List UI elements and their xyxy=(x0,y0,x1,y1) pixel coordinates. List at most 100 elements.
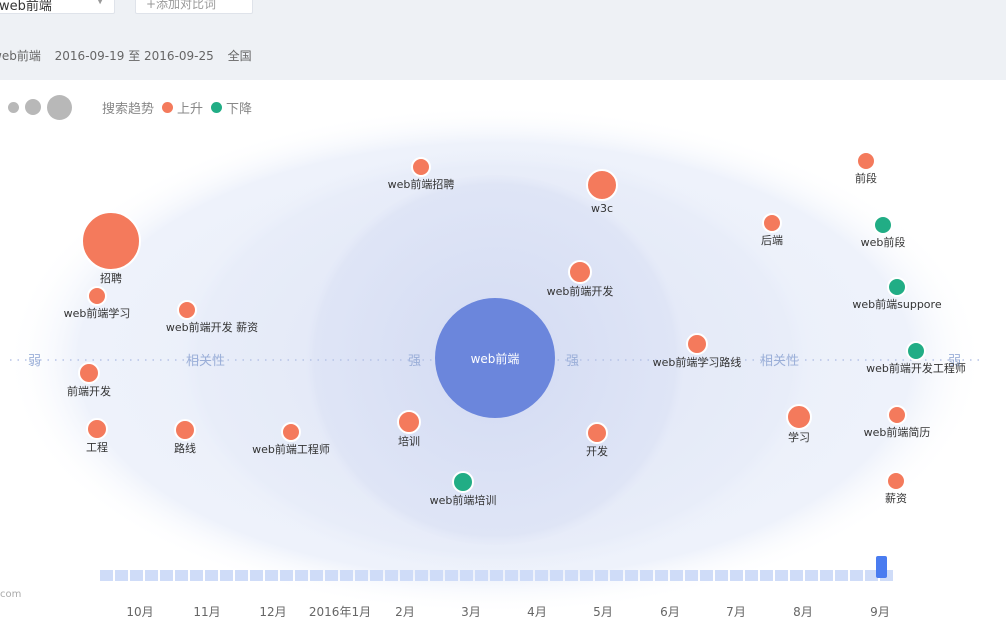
timeline-week[interactable] xyxy=(760,570,774,581)
timeline-week[interactable] xyxy=(655,570,669,581)
timeline-week[interactable] xyxy=(235,570,249,581)
timeline-week[interactable] xyxy=(280,570,294,581)
keyword-tab[interactable]: web前端 ▼ xyxy=(0,0,115,14)
keyword-bubble[interactable] xyxy=(281,422,301,442)
timeline-week[interactable] xyxy=(160,570,174,581)
keyword-node[interactable]: w3c xyxy=(586,169,618,215)
keyword-bubble[interactable] xyxy=(78,362,100,384)
timeline-week[interactable] xyxy=(400,570,414,581)
keyword-bubble[interactable] xyxy=(856,151,876,171)
timeline-week[interactable] xyxy=(700,570,714,581)
keyword-node[interactable]: 前端开发 xyxy=(67,362,111,398)
keyword-node[interactable]: 工程 xyxy=(86,418,108,454)
keyword-node[interactable]: 招聘 xyxy=(81,211,141,285)
keyword-bubble[interactable] xyxy=(786,404,812,430)
keyword-node[interactable]: web前端suppore xyxy=(852,277,942,311)
timeline-week[interactable] xyxy=(745,570,759,581)
timeline-week[interactable] xyxy=(175,570,189,581)
keyword-bubble[interactable] xyxy=(81,211,141,271)
keyword-bubble[interactable] xyxy=(397,410,421,434)
timeline-week[interactable] xyxy=(460,570,474,581)
timeline-week[interactable] xyxy=(850,570,864,581)
timeline-week[interactable] xyxy=(595,570,609,581)
keyword-bubble[interactable] xyxy=(86,418,108,440)
keyword-bubble[interactable] xyxy=(568,260,592,284)
keyword-bubble[interactable] xyxy=(887,405,907,425)
timeline-week[interactable] xyxy=(220,570,234,581)
timeline-week[interactable] xyxy=(250,570,264,581)
keyword-node[interactable]: web前端开发 xyxy=(547,260,614,298)
keyword-bubble[interactable] xyxy=(873,215,893,235)
timeline-week[interactable] xyxy=(715,570,729,581)
keyword-node[interactable]: 后端 xyxy=(761,213,783,247)
keyword-bubble[interactable] xyxy=(174,419,196,441)
timeline-week[interactable] xyxy=(385,570,399,581)
timeline-week[interactable] xyxy=(565,570,579,581)
timeline-week[interactable] xyxy=(115,570,129,581)
timeline-week[interactable] xyxy=(580,570,594,581)
keyword-node[interactable]: web前端开发 薪资 xyxy=(166,300,258,334)
keyword-node[interactable]: 路线 xyxy=(174,419,196,455)
keyword-node[interactable]: web前端工程师 xyxy=(252,422,330,456)
keyword-node[interactable]: web前端简历 xyxy=(864,405,931,439)
keyword-node[interactable]: web前段 xyxy=(861,215,906,249)
timeline-week[interactable] xyxy=(730,570,744,581)
timeline-week[interactable] xyxy=(295,570,309,581)
timeline-week[interactable] xyxy=(550,570,564,581)
add-compare-button[interactable]: +添加对比词 xyxy=(135,0,253,14)
keyword-node[interactable]: web前端培训 xyxy=(430,471,497,507)
timeline-week[interactable] xyxy=(520,570,534,581)
timeline-week[interactable] xyxy=(445,570,459,581)
timeline-week[interactable] xyxy=(535,570,549,581)
keyword-bubble[interactable] xyxy=(586,169,618,201)
timeline-handle[interactable] xyxy=(876,556,887,578)
timeline-week[interactable] xyxy=(640,570,654,581)
timeline-week[interactable] xyxy=(265,570,279,581)
keyword-bubble[interactable] xyxy=(411,157,431,177)
timeline-week[interactable] xyxy=(370,570,384,581)
timeline-week[interactable] xyxy=(775,570,789,581)
keyword-node[interactable]: web前端开发工程师 xyxy=(866,341,966,375)
timeline-week[interactable] xyxy=(205,570,219,581)
keyword-bubble[interactable] xyxy=(886,471,906,491)
keyword-bubble[interactable] xyxy=(686,333,708,355)
timeline-week[interactable] xyxy=(670,570,684,581)
keyword-node[interactable]: web前端学习路线 xyxy=(653,333,742,369)
timeline-week[interactable] xyxy=(610,570,624,581)
timeline-week[interactable] xyxy=(790,570,804,581)
keyword-bubble[interactable] xyxy=(762,213,782,233)
keyword-bubble[interactable] xyxy=(586,422,608,444)
keyword-bubble[interactable] xyxy=(87,286,107,306)
timeline-week[interactable] xyxy=(415,570,429,581)
timeline-week[interactable] xyxy=(190,570,204,581)
center-keyword-bubble[interactable] xyxy=(435,298,555,418)
timeline-week[interactable] xyxy=(100,570,114,581)
timeline-week[interactable] xyxy=(625,570,639,581)
timeline-week[interactable] xyxy=(355,570,369,581)
timeline-week[interactable] xyxy=(475,570,489,581)
timeline-week[interactable] xyxy=(805,570,819,581)
timeline-track[interactable] xyxy=(100,570,894,581)
keyword-node[interactable]: web前端招聘 xyxy=(388,157,455,191)
timeline-week[interactable] xyxy=(310,570,324,581)
timeline-week[interactable] xyxy=(490,570,504,581)
timeline-week[interactable] xyxy=(430,570,444,581)
timeline-week[interactable] xyxy=(820,570,834,581)
timeline-week[interactable] xyxy=(505,570,519,581)
timeline-week[interactable] xyxy=(835,570,849,581)
keyword-node[interactable]: 培训 xyxy=(397,410,421,448)
keyword-node[interactable]: 学习 xyxy=(786,404,812,444)
keyword-node[interactable]: 前段 xyxy=(855,151,877,185)
keyword-bubble[interactable] xyxy=(906,341,926,361)
timeline-week[interactable] xyxy=(685,570,699,581)
keyword-bubble[interactable] xyxy=(887,277,907,297)
keyword-bubble[interactable] xyxy=(177,300,197,320)
timeline-week[interactable] xyxy=(325,570,339,581)
timeline-week[interactable] xyxy=(865,570,879,581)
keyword-bubble[interactable] xyxy=(452,471,474,493)
keyword-node[interactable]: 薪资 xyxy=(885,471,907,505)
keyword-node[interactable]: web前端学习 xyxy=(64,286,131,320)
timeline-week[interactable] xyxy=(130,570,144,581)
keyword-node[interactable]: 开发 xyxy=(586,422,608,458)
timeline-week[interactable] xyxy=(145,570,159,581)
